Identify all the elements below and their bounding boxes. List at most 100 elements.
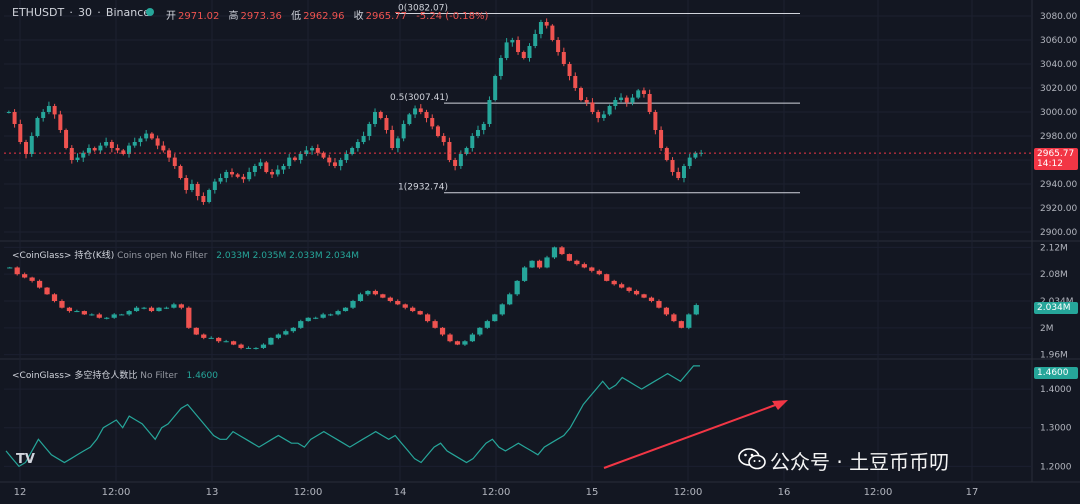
exchange-label: Binance bbox=[105, 6, 151, 19]
price-candle-body bbox=[693, 152, 698, 158]
price-candle-body bbox=[52, 106, 57, 115]
price-candle-body bbox=[167, 150, 172, 158]
symbol-sep: · bbox=[69, 6, 73, 19]
price-candle-body bbox=[464, 148, 469, 154]
price-candle-body bbox=[212, 181, 217, 190]
price-candle-body bbox=[367, 124, 372, 136]
price-candle-body bbox=[41, 112, 46, 118]
oi-candle-body bbox=[245, 347, 252, 349]
price-candle-body bbox=[344, 154, 349, 160]
time-tick-label: 12:00 bbox=[864, 487, 893, 498]
oi-candle-body bbox=[74, 311, 80, 313]
oi-candle-body bbox=[7, 267, 13, 269]
oi-candle-body bbox=[201, 334, 207, 338]
open-value: 2971.02 bbox=[178, 11, 220, 22]
price-candle-body bbox=[687, 157, 692, 166]
oi-candle-body bbox=[230, 341, 237, 345]
oi-candle-body bbox=[365, 290, 371, 295]
price-candle-body bbox=[676, 172, 681, 178]
price-candle-body bbox=[224, 172, 229, 178]
oi-candle-body bbox=[275, 334, 281, 338]
price-candle-body bbox=[504, 42, 509, 58]
price-candle-body bbox=[361, 136, 366, 142]
price-candle-body bbox=[115, 148, 120, 151]
symbol-header: ETHUSDT · 30 · Binance bbox=[12, 6, 152, 19]
bar-countdown: 14:12 bbox=[1037, 159, 1063, 169]
time-tick-label: 14 bbox=[394, 487, 407, 498]
oi-candle-body bbox=[342, 307, 349, 312]
price-candle-body bbox=[470, 136, 475, 148]
price-candle-body bbox=[636, 90, 641, 98]
ls-indicator-source[interactable]: <CoinGlass> bbox=[12, 371, 72, 381]
price-candle-body bbox=[252, 166, 257, 172]
oi-candle-body bbox=[208, 337, 214, 339]
price-candle-body bbox=[201, 196, 206, 202]
oi-candle-body bbox=[566, 254, 573, 261]
price-candle-body bbox=[327, 157, 332, 163]
interval-label[interactable]: 30 bbox=[78, 6, 93, 19]
trend-arrow-line bbox=[603, 403, 779, 469]
price-candle-body bbox=[321, 152, 326, 158]
price-candle-body bbox=[630, 97, 635, 103]
price-candle-body bbox=[6, 112, 11, 113]
time-tick-label: 15 bbox=[586, 487, 599, 498]
oi-candle-body bbox=[51, 294, 58, 301]
price-tick-label: 2940.00 bbox=[1040, 180, 1077, 190]
oi-candle-body bbox=[238, 344, 244, 348]
oi-candle-body bbox=[559, 247, 565, 255]
price-tick-label: 3080.00 bbox=[1040, 12, 1077, 22]
oi-candle-body bbox=[633, 290, 640, 295]
price-candle-body bbox=[121, 150, 126, 154]
oi-candle-body bbox=[290, 327, 296, 332]
oi-candle-body bbox=[335, 311, 341, 315]
price-candle-body bbox=[670, 160, 675, 172]
price-candle-body bbox=[418, 108, 423, 112]
price-candle-body bbox=[538, 22, 543, 34]
price-candle-body bbox=[270, 172, 275, 175]
price-candle-body bbox=[281, 166, 286, 170]
oi-candle-body bbox=[268, 337, 274, 345]
price-candle-body bbox=[304, 150, 309, 154]
oi-candle-body bbox=[380, 294, 386, 298]
oi-candle-body bbox=[611, 280, 617, 285]
price-candle-body bbox=[458, 154, 463, 166]
oi-indicator-params: Coins open No Filter bbox=[117, 251, 208, 261]
oi-candle-body bbox=[514, 280, 520, 295]
close-label: 收 bbox=[353, 11, 364, 22]
oi-candle-body bbox=[589, 267, 595, 271]
low-value: 2962.96 bbox=[303, 11, 345, 22]
oi-candle-body bbox=[283, 331, 289, 335]
oi-candle-body bbox=[402, 304, 408, 308]
price-candle-body bbox=[561, 52, 566, 64]
price-candle-body bbox=[109, 142, 114, 148]
oi-indicator-source[interactable]: <CoinGlass> bbox=[12, 251, 72, 261]
price-tick-label: 1.3000 bbox=[1040, 424, 1072, 434]
price-candle-body bbox=[516, 40, 521, 52]
oi-candle-body bbox=[148, 307, 155, 312]
price-candle-body bbox=[641, 90, 646, 94]
price-tick-label: 2M bbox=[1040, 324, 1054, 334]
price-candle-body bbox=[132, 142, 137, 146]
time-tick-label: 13 bbox=[206, 487, 219, 498]
price-candle-body bbox=[18, 124, 23, 142]
oi-candle-body bbox=[596, 270, 602, 275]
price-tick-label: 2900.00 bbox=[1040, 228, 1077, 238]
oi-candle-body bbox=[372, 290, 378, 295]
price-candle-body bbox=[699, 152, 704, 154]
symbol-name[interactable]: ETHUSDT bbox=[12, 6, 65, 19]
price-candle-body bbox=[315, 148, 320, 153]
fib-level-label: 0(3082.07) bbox=[398, 4, 448, 14]
oi-candle-body bbox=[499, 304, 505, 315]
time-tick-label: 12 bbox=[14, 487, 27, 498]
price-candle-body bbox=[453, 160, 458, 166]
oi-candle-body bbox=[44, 287, 50, 295]
tradingview-logo[interactable]: TV bbox=[16, 452, 35, 467]
oi-candle-body bbox=[36, 280, 43, 288]
price-candle-body bbox=[29, 136, 34, 154]
price-candle-body bbox=[533, 34, 538, 46]
time-tick-label: 12:00 bbox=[482, 487, 511, 498]
ohlc-readout: 开 2971.02 高 2973.36 低 2962.96 收 2965.77 -5.2… bbox=[166, 7, 490, 22]
price-candle-body bbox=[184, 178, 189, 190]
change-value: -5.24 (-0.18%) bbox=[416, 11, 489, 22]
